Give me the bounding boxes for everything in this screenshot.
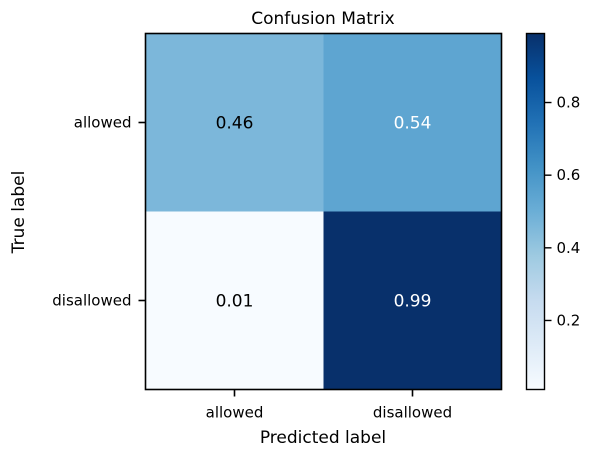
cell-value-label: 0.54: [394, 114, 432, 134]
heatmap-cell-labels: 0.46 0.54 0.01 0.99: [216, 114, 432, 312]
heatmap-cells: [145, 33, 502, 390]
heatmap-cell: [323, 33, 502, 212]
colorbar-tick-label: 0.2: [557, 311, 581, 329]
y-axis-label: True label: [9, 171, 29, 255]
y-tick-label: disallowed: [52, 292, 131, 310]
plot-frame: [144, 32, 503, 391]
colorbar-tick-label: 0.8: [557, 94, 581, 112]
x-axis-label: Predicted label: [260, 428, 386, 448]
x-axis-ticks: allowed disallowed: [206, 389, 452, 422]
colorbar-tick-label: 0.4: [557, 239, 581, 257]
colorbar-ticks: 0.2 0.4 0.6 0.8: [544, 94, 581, 329]
colorbar: [525, 32, 546, 391]
heatmap-cell: [145, 211, 324, 390]
x-tick-label: allowed: [206, 404, 264, 422]
cell-value-label: 0.01: [216, 292, 254, 312]
cell-value-label: 0.99: [394, 292, 432, 312]
x-tick-label: disallowed: [373, 404, 452, 422]
y-axis-ticks: allowed disallowed: [52, 114, 146, 310]
cell-value-label: 0.46: [216, 114, 254, 134]
colorbar-tick-label: 0.6: [557, 166, 581, 184]
y-tick-label: allowed: [74, 114, 132, 132]
heatmap-cell: [145, 33, 324, 212]
chart-title: Confusion Matrix: [251, 9, 395, 29]
heatmap-cell: [323, 211, 502, 390]
